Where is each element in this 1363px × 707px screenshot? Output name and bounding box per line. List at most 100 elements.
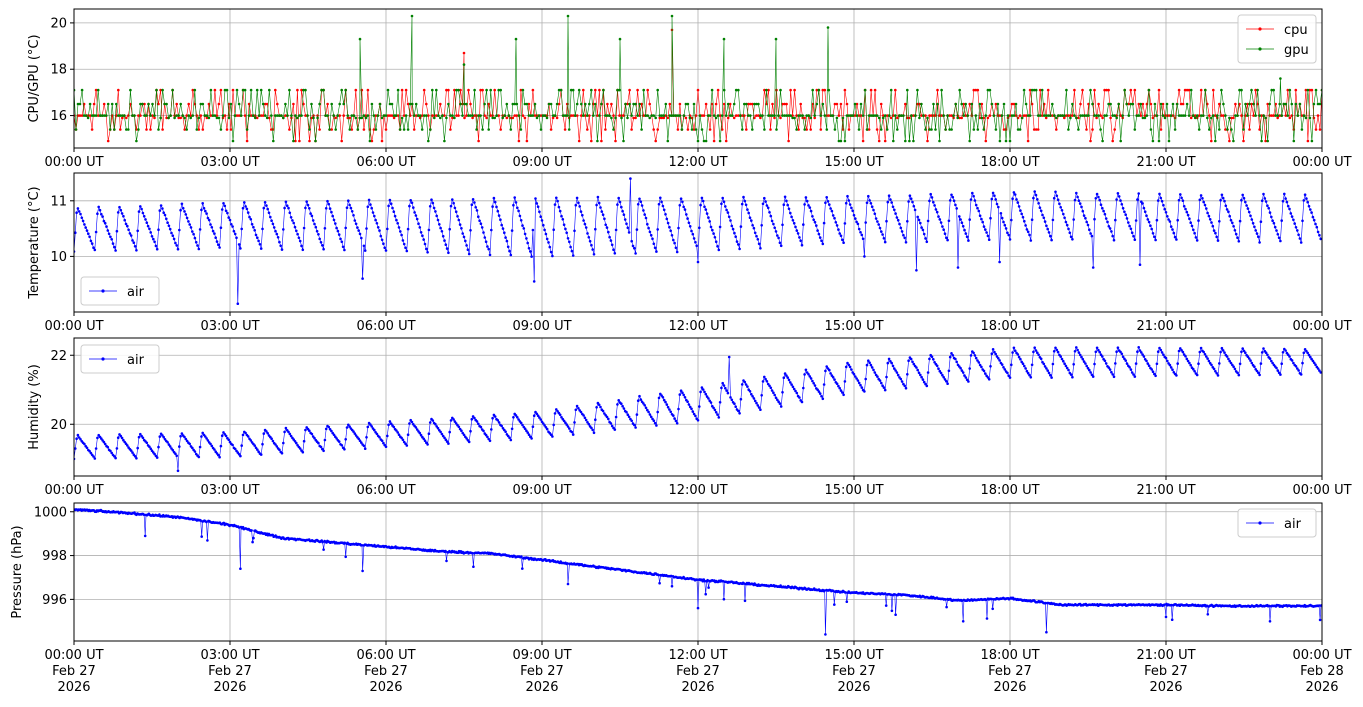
data-point <box>724 114 728 117</box>
legend-marker <box>1258 47 1262 51</box>
data-point <box>1120 203 1124 206</box>
data-point <box>1000 114 1004 117</box>
data-point <box>825 196 828 199</box>
data-point <box>225 128 229 131</box>
data-point <box>103 221 107 225</box>
data-point <box>845 114 849 117</box>
data-point <box>950 193 953 197</box>
data-point <box>443 239 446 242</box>
data-point <box>148 227 151 231</box>
data-point <box>1166 359 1169 363</box>
data-point <box>571 88 575 92</box>
data-point <box>906 220 909 223</box>
data-point <box>261 442 264 446</box>
data-point <box>1201 114 1205 117</box>
data-point <box>555 102 559 106</box>
data-point <box>700 128 704 131</box>
data-point <box>618 88 621 92</box>
data-point <box>388 102 392 106</box>
data-point <box>881 233 884 236</box>
data-point <box>770 389 774 392</box>
data-point <box>516 206 519 210</box>
data-point <box>422 88 426 92</box>
data-point <box>779 244 783 248</box>
data-point <box>659 196 662 200</box>
data-point <box>461 431 465 435</box>
data-point <box>206 216 210 220</box>
data-point <box>469 102 472 106</box>
data-point <box>739 114 742 117</box>
data-point <box>486 435 489 439</box>
data-point <box>1244 102 1247 106</box>
data-point <box>187 220 190 223</box>
data-point <box>427 432 431 436</box>
data-point <box>918 116 921 120</box>
legend-label-gpu: gpu <box>1284 43 1309 58</box>
data-point <box>997 205 1000 209</box>
data-point <box>428 205 432 208</box>
data-point <box>455 114 458 117</box>
data-point <box>116 436 120 440</box>
data-point <box>365 227 368 230</box>
data-point <box>1317 604 1321 607</box>
data-point <box>937 367 940 371</box>
data-point <box>475 128 478 131</box>
legend-box <box>80 276 160 306</box>
data-point <box>696 606 700 610</box>
data-point <box>652 114 655 117</box>
data-point <box>553 114 557 117</box>
data-point <box>779 116 782 120</box>
data-point <box>958 215 961 218</box>
data-point <box>952 199 956 202</box>
data-point <box>600 139 603 143</box>
data-point <box>1085 364 1088 368</box>
data-point <box>566 14 570 18</box>
data-point <box>400 436 403 440</box>
data-point <box>131 114 134 117</box>
data-point <box>270 219 273 222</box>
data-point <box>624 102 627 106</box>
data-point <box>341 245 345 249</box>
data-point <box>358 37 362 41</box>
data-point <box>984 228 987 231</box>
data-point <box>686 128 690 131</box>
data-point <box>586 232 589 235</box>
data-point <box>872 208 875 212</box>
data-point <box>1157 139 1161 143</box>
data-point <box>1076 195 1079 199</box>
data-point <box>579 210 583 213</box>
data-point <box>308 207 311 210</box>
data-point <box>358 116 362 120</box>
data-point <box>367 198 371 202</box>
data-point <box>493 88 497 92</box>
data-point <box>363 447 367 451</box>
data-point <box>402 128 406 131</box>
data-point <box>734 114 738 117</box>
data-point <box>231 443 234 447</box>
data-point <box>584 418 588 422</box>
data-point <box>828 203 831 206</box>
data-point <box>1163 116 1167 120</box>
data-point <box>734 88 738 92</box>
data-point <box>1010 102 1014 106</box>
data-point <box>275 232 279 236</box>
data-point <box>930 196 934 199</box>
data-point <box>289 216 293 219</box>
data-point <box>1218 102 1221 106</box>
data-point <box>1186 213 1190 217</box>
data-point <box>1012 191 1016 194</box>
data-point <box>107 232 111 236</box>
data-point <box>685 213 688 216</box>
data-point <box>250 222 254 226</box>
data-point <box>404 114 408 117</box>
data-point <box>771 114 774 117</box>
data-point <box>475 420 479 423</box>
data-point <box>226 211 229 215</box>
data-point <box>753 116 756 120</box>
data-point <box>184 213 188 216</box>
data-point <box>1024 114 1028 117</box>
data-point <box>88 449 91 453</box>
data-point <box>521 114 525 117</box>
data-point <box>657 202 661 206</box>
data-point <box>161 434 164 437</box>
